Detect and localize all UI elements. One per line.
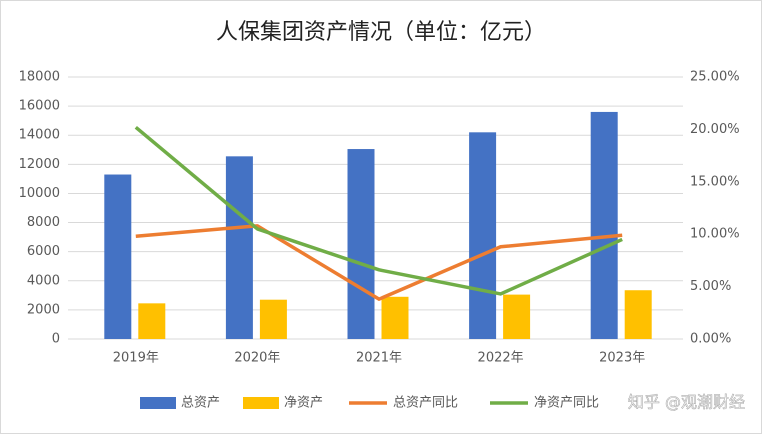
legend-swatch: [140, 397, 176, 409]
bar: [347, 149, 375, 339]
y-tick-label: 16000: [19, 99, 60, 114]
y-tick-label: 0: [52, 332, 60, 347]
line-series: [135, 224, 623, 301]
legend-swatch: [243, 397, 279, 409]
y2-tick-label: 10.00%: [690, 227, 740, 242]
y-tick-label: 2000: [27, 302, 60, 317]
y-tick-label: 12000: [19, 157, 60, 172]
watermark: 知乎 @观潮财经: [628, 393, 745, 412]
y2-tick-label: 25.00%: [690, 70, 740, 85]
bar: [624, 290, 652, 339]
y2-tick-label: 5.00%: [690, 279, 731, 294]
bar: [259, 299, 287, 339]
y-tick-label: 8000: [27, 215, 60, 230]
bar: [590, 111, 618, 339]
x-tick-label: 2023年: [599, 351, 645, 366]
y-tick-label: 18000: [19, 70, 60, 85]
legend-label: 净资产同比: [534, 396, 599, 411]
bar: [225, 156, 253, 339]
line-series: [134, 125, 623, 296]
x-tick-label: 2021年: [356, 351, 402, 366]
y-tick-label: 4000: [27, 273, 60, 288]
legend-label: 总资产同比: [393, 396, 458, 411]
y-tick-label: 10000: [19, 186, 60, 201]
y2-tick-label: 20.00%: [690, 122, 740, 137]
bar: [469, 132, 497, 339]
x-tick-label: 2022年: [478, 351, 524, 366]
legend-label: 总资产: [181, 396, 220, 411]
bar: [381, 296, 409, 339]
y2-tick-label: 0.00%: [690, 332, 731, 347]
chart-title: 人保集团资产情况（单位：亿元）: [216, 20, 546, 45]
bar: [503, 294, 531, 339]
legend-label: 净资产: [284, 396, 323, 411]
y2-tick-label: 15.00%: [690, 174, 740, 189]
x-tick-label: 2020年: [234, 351, 280, 366]
y-tick-label: 14000: [19, 128, 60, 143]
y-tick-label: 6000: [27, 244, 60, 259]
x-tick-label: 2019年: [113, 351, 159, 366]
bar: [104, 174, 132, 339]
bar: [138, 303, 166, 339]
